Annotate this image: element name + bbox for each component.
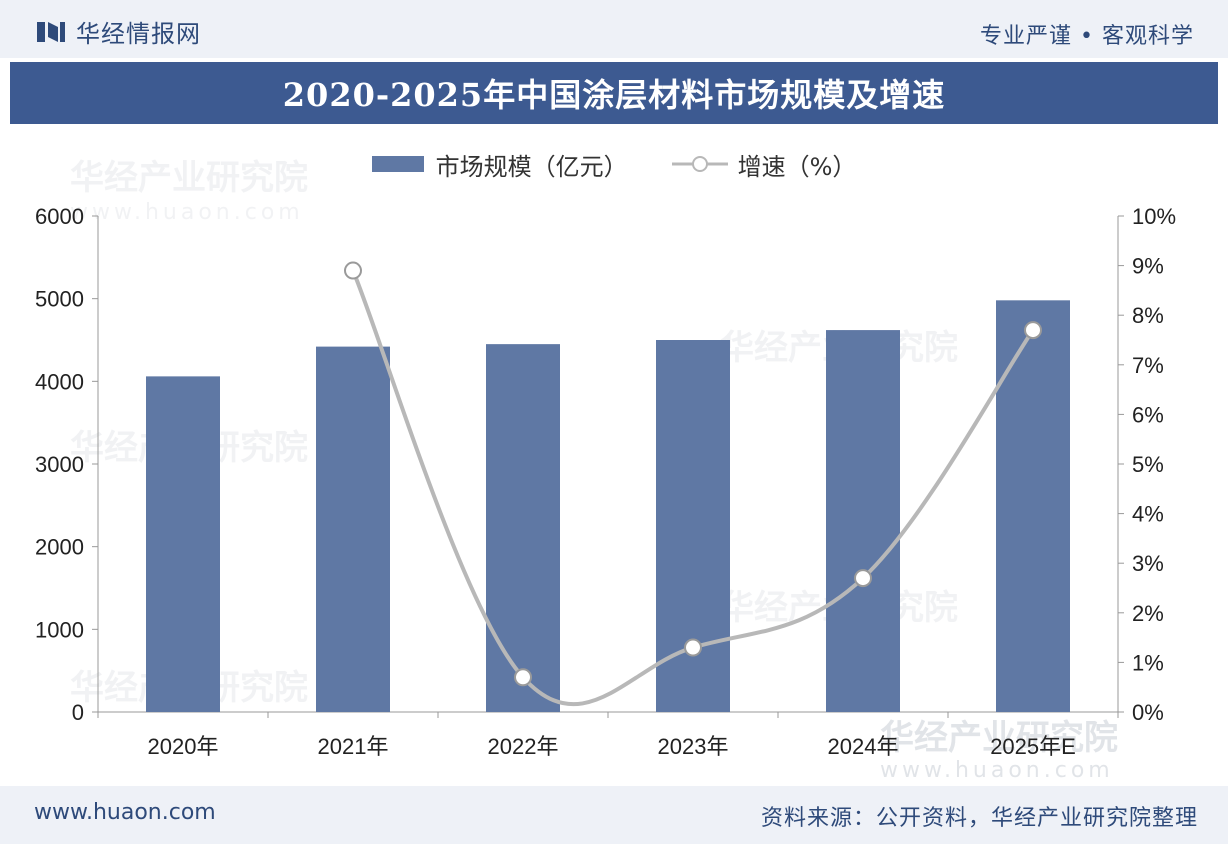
x-tick-label: 2020年 <box>148 734 219 759</box>
legend-item-line: 增速（%） <box>671 147 857 182</box>
footer-source: 资料来源：公开资料，华经产业研究院整理 <box>760 806 1198 831</box>
y-right-tick-label: 4% <box>1132 502 1164 527</box>
y-left-tick-label: 6000 <box>35 204 84 229</box>
y-right-tick-label: 8% <box>1132 303 1164 328</box>
y-right-tick-label: 0% <box>1132 700 1164 725</box>
y-left-tick-label: 3000 <box>35 452 84 477</box>
legend: 市场规模（亿元） 增速（%） <box>0 146 1228 182</box>
y-left-tick-label: 4000 <box>35 369 84 394</box>
y-left-tick-label: 1000 <box>35 617 84 642</box>
y-left-tick-label: 5000 <box>35 287 84 312</box>
y-right-tick-label: 10% <box>1132 204 1176 229</box>
x-tick-label: 2024年 <box>828 734 899 759</box>
legend-bar-swatch <box>371 156 424 172</box>
footer-bar: www.huaon.com 资料来源：公开资料，华经产业研究院整理 <box>0 786 1228 844</box>
y-right-tick-label: 5% <box>1132 452 1164 477</box>
chart: 0 1000 2000 3000 4000 5000 6000 0% 1% 2% 3% 4% 5% 6% 7… <box>35 204 1176 759</box>
y-left-tick-label: 2000 <box>35 535 84 560</box>
legend-line-swatch <box>671 156 728 172</box>
chart-title: 2020-2025年中国涂层材料市场规模及增速 <box>282 76 946 114</box>
growth-line <box>351 269 1035 707</box>
growth-point <box>344 261 362 280</box>
y-right-tick-label: 9% <box>1132 254 1164 279</box>
y-right-tick-label: 1% <box>1132 650 1164 675</box>
brand-logo-icon <box>37 21 65 42</box>
growth-point <box>684 638 702 657</box>
x-tick-label: 2023年 <box>658 734 729 759</box>
bar <box>146 376 220 712</box>
bar <box>996 300 1070 712</box>
growth-point <box>514 668 532 687</box>
slogan: 专业严谨 • 客观科学 <box>980 24 1194 49</box>
header-bar: 华经情报网 专业严谨 • 客观科学 <box>0 0 1228 58</box>
y-left-tick-label: 0 <box>72 700 84 725</box>
bar <box>316 346 390 712</box>
growth-point <box>1024 321 1042 340</box>
x-tick-label: 2021年 <box>318 734 389 759</box>
y-right-tick-label: 2% <box>1132 601 1164 626</box>
y-right-tick-label: 7% <box>1132 353 1164 378</box>
x-tick-label: 2022年 <box>488 734 559 759</box>
growth-point <box>854 569 872 588</box>
legend-line-label: 增速（%） <box>737 152 857 181</box>
x-tick-label: 2025年E <box>990 734 1076 759</box>
y-right-tick-label: 3% <box>1132 551 1164 576</box>
brand: 华经情报网 <box>36 14 201 49</box>
y-right-tick-label: 6% <box>1132 402 1164 427</box>
legend-item-bar: 市场规模（亿元） <box>371 147 628 182</box>
title-bar: 2020-2025年中国涂层材料市场规模及增速 <box>10 62 1218 124</box>
footer-url[interactable]: www.huaon.com <box>34 800 216 825</box>
brand-name: 华经情报网 <box>76 20 201 48</box>
legend-bar-label: 市场规模（亿元） <box>435 152 628 181</box>
bar <box>826 330 900 712</box>
bar <box>486 344 560 712</box>
